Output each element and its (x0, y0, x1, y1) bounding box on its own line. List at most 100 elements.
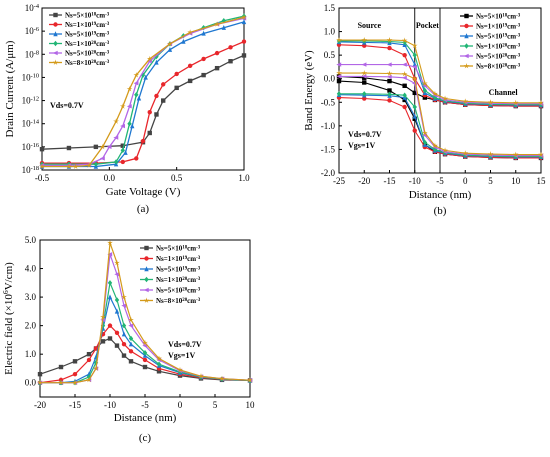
data-point-1-3 (120, 159, 126, 165)
legend-label-3-part-3: -3 (516, 43, 521, 48)
legend-label-0-part-1: 18 (182, 245, 187, 250)
y-tick-label: 10-14 (22, 118, 40, 129)
legend-label-4: Ns=5×1020cm-3 (65, 50, 110, 58)
y-tick-label: -0.5 (321, 97, 336, 107)
data-point-5-cb-7 (442, 95, 448, 101)
data-point-0-cb-3 (402, 83, 407, 88)
series-line-5 (40, 242, 251, 384)
x-tick-label: -20 (358, 176, 370, 186)
y-tick-label: 0.5 (324, 50, 336, 60)
legend-marker-0 (53, 12, 58, 18)
data-point-3-vb-5 (422, 139, 428, 146)
legend-label-2-part-3: -3 (516, 33, 521, 38)
annotation-vds: Vds=0.7V (348, 130, 382, 139)
data-point-1-cb-2 (387, 45, 392, 51)
y-tick-label-part-1: -10 (31, 72, 39, 79)
data-point-1-6 (147, 109, 152, 115)
legend-label-1-part-0: Ns=1×10 (476, 23, 503, 31)
legend-label-4-part-1: 20 (182, 287, 187, 292)
y-tick-label-part-0: 10 (25, 49, 35, 59)
data-point-2-10 (181, 38, 186, 44)
data-point-3-10 (142, 350, 148, 356)
series-line-4-vb (339, 75, 541, 157)
legend-label-1: Ns=1×1019cm-3 (156, 255, 201, 263)
y-axis-title: Drain Current (A/μm) (4, 40, 16, 137)
data-point-4-3 (99, 156, 105, 161)
data-point-5-cb-9 (487, 99, 494, 105)
y-tick-label-part-1: -16 (31, 141, 39, 148)
x-tick-label: 5 (488, 176, 493, 186)
y-tick-label: 4.0 (25, 264, 37, 274)
data-point-1-7 (114, 330, 120, 335)
data-point-1-11 (201, 56, 206, 62)
data-point-1-cb-1 (362, 43, 367, 48)
series-line-5-vb (339, 72, 541, 156)
data-point-0-3 (86, 351, 92, 357)
data-point-0-0 (37, 371, 43, 377)
y-tick-label: 10-4 (25, 3, 40, 14)
data-point-5-7 (126, 86, 133, 92)
data-point-5-2 (72, 163, 79, 169)
data-point-2-11 (201, 30, 206, 36)
data-point-5-15 (247, 377, 253, 383)
data-point-4-vb-1 (361, 74, 367, 79)
data-point-2-12 (221, 24, 226, 30)
legend-marker-0 (464, 13, 469, 19)
panel-b-band-energy-chart: -25 -20 -15 -10 -5 0 5 10 15 1.5 1.0 0.5 0.0 -0.5 -1.0… (303, 3, 546, 217)
y-tick-label-part-1: -14 (31, 118, 40, 125)
legend-marker-0 (144, 245, 149, 251)
data-point-3-7 (140, 72, 146, 78)
y-tick-label: 1.5 (324, 3, 336, 13)
data-point-5-vb-0 (336, 70, 342, 76)
x-tick-label: -10 (409, 176, 421, 186)
legend-label-2-part-0: Ns=5×10 (156, 266, 183, 274)
legend-label-4-part-3: -3 (516, 53, 521, 58)
legend-label-3-part-1: 20 (182, 277, 187, 282)
data-point-5-13 (198, 373, 204, 379)
legend-label-3: Ns=1×1020cm-3 (156, 276, 201, 284)
data-point-5-11 (187, 29, 193, 35)
data-point-0-13 (241, 53, 247, 58)
data-point-4-9 (128, 323, 134, 328)
legend-label-2-part-1: 19 (502, 33, 507, 38)
legend-marker-5 (143, 297, 150, 303)
data-point-4-8 (121, 303, 127, 308)
data-point-0-9 (128, 359, 134, 364)
data-point-5-14 (219, 375, 225, 382)
y-tick-label: 10-12 (22, 95, 39, 106)
legend-label-4: Ns=5×1020cm-3 (156, 287, 201, 295)
data-point-0-5 (147, 130, 152, 136)
data-point-5-vb-7 (442, 147, 448, 153)
data-point-4-8 (133, 81, 139, 86)
legend-label-1-part-2: cm (507, 23, 516, 31)
x-tick-label: -10 (104, 400, 116, 410)
data-point-0-vb-2 (387, 88, 392, 93)
data-point-5-3 (86, 376, 92, 383)
data-point-0-8 (174, 85, 179, 91)
data-point-1-cb-3 (402, 52, 407, 58)
x-tick-label: -5 (141, 400, 149, 410)
data-point-1-3 (86, 357, 92, 363)
data-point-4-7 (126, 104, 132, 109)
data-point-5-0 (39, 163, 45, 169)
y-axis-title-part-1: 6 (1, 290, 10, 294)
legend-label-0-part-1: 18 (502, 13, 507, 18)
legend-marker-2 (464, 33, 469, 39)
data-point-2-7 (143, 74, 148, 80)
legend-label-5: Ns=8×1020cm-3 (156, 297, 201, 305)
legend-label-2-part-3: -3 (105, 31, 110, 36)
series-line-5-cb (339, 39, 541, 104)
data-point-0-vb-4 (412, 116, 417, 121)
y-tick-label: 1.0 (25, 349, 37, 359)
legend-label-4-part-2: cm (96, 50, 105, 58)
legend-label-5-part-0: Ns=8×10 (476, 63, 503, 71)
plot-frame (39, 239, 251, 398)
x-tick-label: -5 (436, 176, 444, 186)
legend-label-5-part-2: cm (507, 63, 516, 71)
legend-label-1-part-3: -3 (105, 22, 110, 27)
data-point-0-cb-2 (387, 78, 392, 84)
x-axis-title: Gate Voltage (V) (106, 186, 181, 198)
data-point-1-7 (154, 93, 159, 99)
data-point-2-13 (241, 19, 247, 25)
legend-label-1: Ns=1×1019cm-3 (476, 23, 521, 31)
